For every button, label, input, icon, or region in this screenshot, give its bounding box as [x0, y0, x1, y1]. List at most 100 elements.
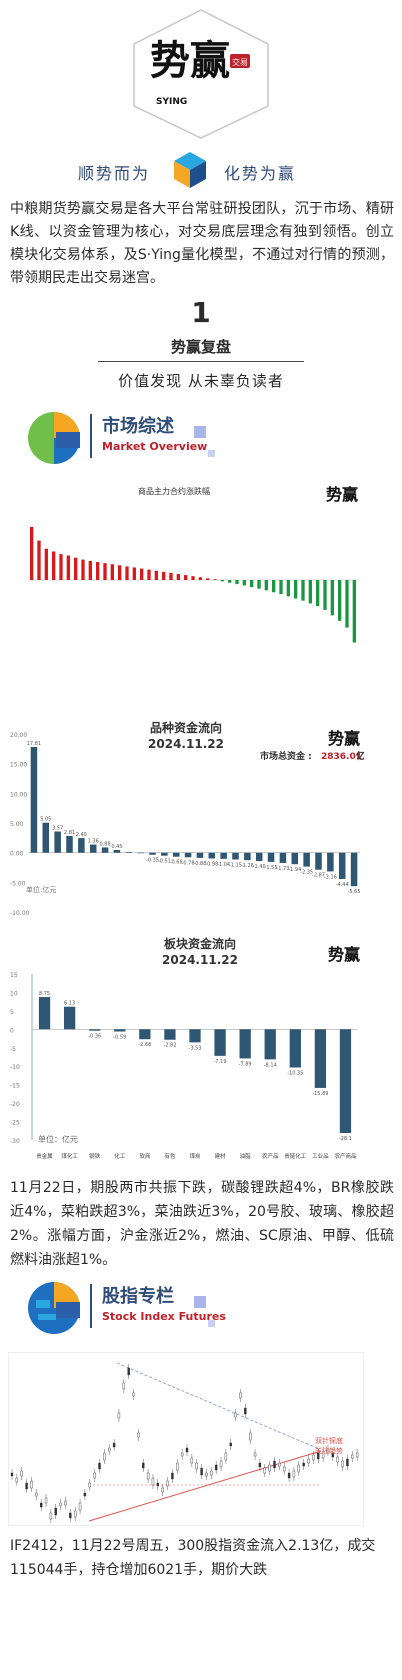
kline-candle	[54, 1507, 57, 1516]
chart3-data-label: -10.35	[287, 1071, 303, 1077]
chart1-bar	[147, 569, 151, 580]
tagline: 顺势而为 化势为赢	[0, 150, 402, 190]
kline-candle	[190, 1457, 194, 1464]
kline-candle	[268, 1464, 271, 1472]
commodity-change-svg: 商品主力合约涨跌幅 势赢	[28, 485, 358, 643]
chart1-bar	[330, 580, 334, 616]
chart2-bar	[196, 852, 204, 858]
kline-candle	[351, 1454, 354, 1459]
chart2-bar	[137, 852, 144, 854]
section-subtitle: 势赢复盘	[170, 338, 231, 356]
chart2-y-tick: 5.00	[10, 821, 24, 828]
chart2-bar	[161, 852, 168, 856]
chart2-total-label: 市场总资金 :	[260, 750, 312, 762]
chart1-bar	[125, 566, 129, 580]
variety-fund-flow-svg: 品种资金流向 2024.11.22 势赢 市场总资金 : 2836.01 亿 2…	[10, 720, 364, 916]
chart1-bar	[30, 526, 34, 580]
kline-candle	[83, 1492, 87, 1497]
kline-candle	[283, 1466, 286, 1472]
chart1-bar	[154, 570, 158, 580]
chart3-bar	[139, 1029, 151, 1040]
chart2-bar	[113, 849, 121, 853]
kline-candle	[156, 1482, 160, 1487]
chart3-category-label: 化工	[114, 1152, 126, 1160]
chart2-data-label: -0.98	[205, 861, 218, 867]
chart2-title: 品种资金流向	[150, 720, 222, 735]
chart3-bar	[89, 1029, 101, 1031]
chart3-category-label: 有色	[164, 1152, 176, 1160]
kline-candle	[307, 1458, 310, 1464]
cube-icon	[174, 152, 206, 188]
chart1-bar	[308, 580, 312, 604]
kline-candle	[137, 1432, 140, 1438]
chart2-bar	[291, 852, 299, 865]
chart2-bar	[244, 852, 251, 861]
market-overview-subtitle: Market Overview	[102, 440, 208, 453]
section-divider	[98, 361, 304, 362]
kline-candle	[35, 1492, 38, 1497]
chart3-data-label: -7.89	[239, 1061, 252, 1067]
chart2-y-tick: -5.00	[10, 880, 26, 887]
chart1-bar	[323, 580, 327, 610]
chart2-data-label: -2.35	[300, 870, 313, 876]
kline-candle	[195, 1462, 198, 1470]
kline-candle	[253, 1452, 257, 1457]
chart3-category-label: 工业品	[312, 1152, 329, 1160]
chart2-bar	[303, 852, 310, 867]
chart1-bar	[44, 548, 48, 580]
chart1-bar	[279, 580, 283, 595]
chart1-bar	[228, 580, 232, 583]
chart2-bar	[267, 852, 275, 862]
sector-fund-flow-chart: 板块资金流向 2024.11.22 势赢 15 10 5 0 -5 -10 -15 -20 -2…	[8, 930, 364, 1170]
kline-candle	[234, 1412, 237, 1418]
kline-candle	[341, 1460, 344, 1468]
chart1-bar	[213, 579, 217, 580]
kline-candle	[25, 1482, 28, 1490]
kline-candle	[10, 1472, 14, 1477]
kline-candle	[292, 1470, 296, 1478]
kline-candle	[117, 1412, 121, 1419]
kline-candle	[297, 1464, 301, 1473]
variety-fund-flow-chart: 品种资金流向 2024.11.22 势赢 市场总资金 : 2836.01 亿 2…	[8, 716, 364, 916]
kline-annotation-1: 双针探底	[315, 1436, 343, 1445]
kline-candle	[321, 1450, 325, 1459]
chart2-data-label: -1.55	[265, 865, 278, 871]
chart1-bar	[272, 580, 276, 593]
chart2-bar	[78, 838, 85, 853]
kline-candle	[98, 1462, 101, 1470]
chart2-y-tick: 15.00	[10, 762, 27, 769]
chart2-data-label: -5.65	[348, 889, 361, 895]
chart3-y-tick: -15	[10, 1083, 20, 1090]
chart2-y-tick: -10.00	[10, 910, 30, 916]
chart3-bar	[114, 1029, 126, 1032]
kline-candle	[248, 1432, 252, 1441]
chart1-bar	[220, 580, 224, 582]
chart2-data-label: 2.45	[76, 832, 87, 838]
market-overview-header: 市场综述 Market Overview	[26, 410, 386, 466]
chart3-data-label: -8.14	[264, 1062, 277, 1068]
kline-candle	[146, 1472, 150, 1480]
chart2-data-label: -4.44	[336, 882, 349, 888]
chart2-bar	[89, 844, 97, 853]
chart3-category-label: 农产品	[262, 1152, 279, 1160]
logo-text-sub: SYING	[156, 97, 187, 107]
intro-paragraph: 中粮期货势赢交易是各大平台常驻研投团队，沉于市场、精研K线、以资金管理为核心，对…	[10, 201, 394, 286]
chart3-data-label: -2.82	[163, 1043, 176, 1049]
kline-candle	[132, 1392, 135, 1397]
kline-candle	[166, 1480, 169, 1487]
chart1-bar	[176, 574, 180, 580]
chart3-y-tick: -25	[10, 1120, 20, 1127]
chart1-bar	[96, 562, 100, 580]
kline-candle	[200, 1467, 203, 1476]
stock-index-kline-chart: 双针探底 关注趋势	[8, 1352, 364, 1526]
chart1-bar	[191, 576, 195, 580]
chart3-category-label: 贵金属	[36, 1152, 53, 1160]
chart2-bar	[30, 746, 38, 853]
chart3-data-label: -28.1	[339, 1136, 352, 1142]
chart2-data-label: 2.81	[64, 830, 75, 836]
chart3-y-tick: 15	[10, 972, 18, 979]
kline-candle	[331, 1452, 335, 1458]
kline-candle	[127, 1367, 130, 1376]
kline-candle	[103, 1452, 106, 1461]
chart1-bar	[352, 580, 356, 643]
